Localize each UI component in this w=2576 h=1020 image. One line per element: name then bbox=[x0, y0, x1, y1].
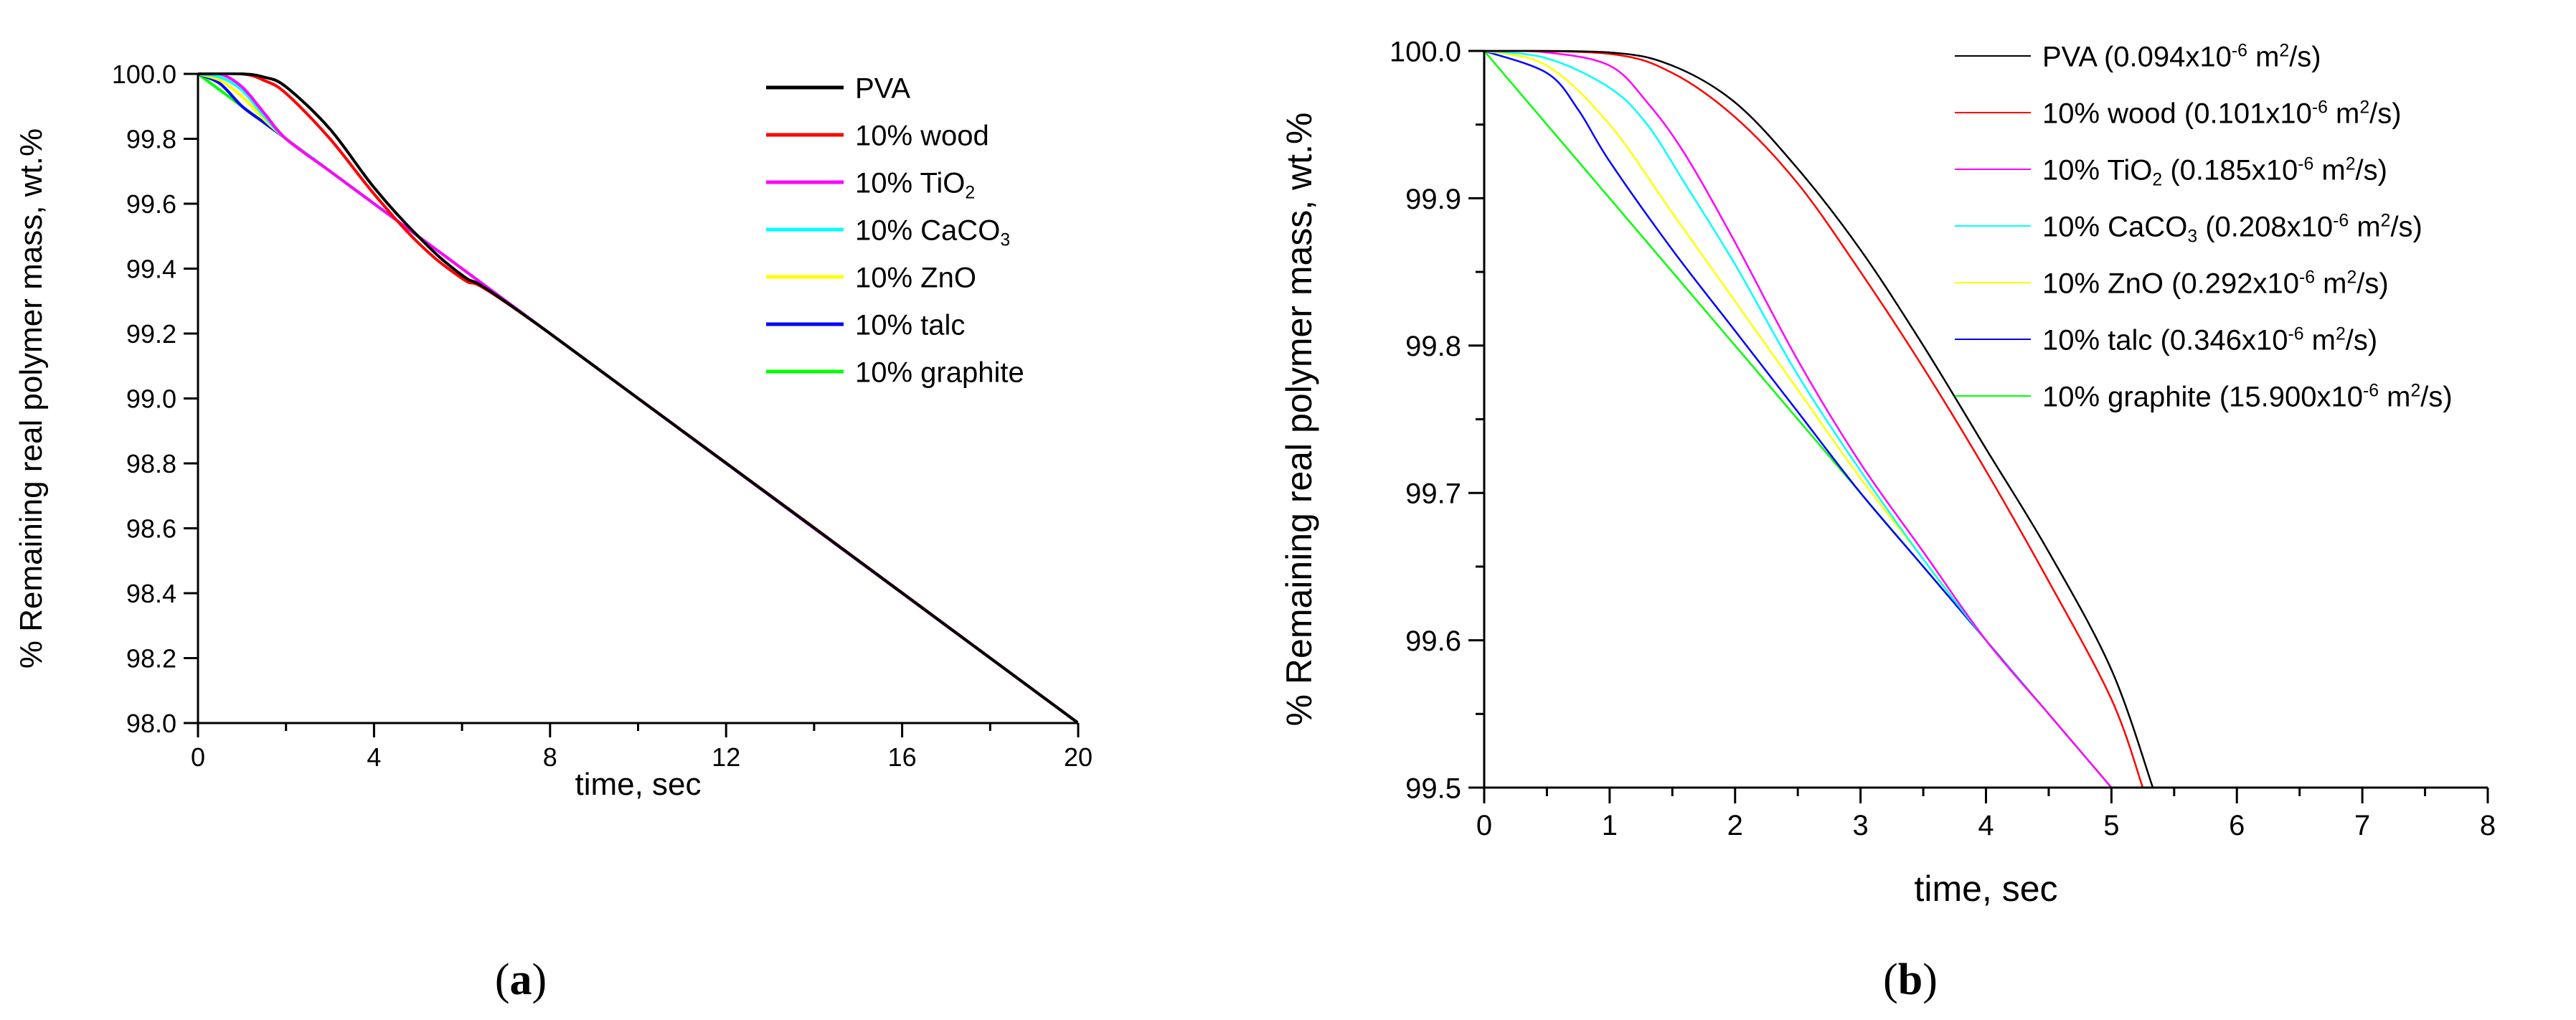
legend-entry: 10% wood (0.101x10-6 m2/s) bbox=[2042, 98, 2402, 129]
x-axis-title: time, sec bbox=[575, 767, 701, 802]
y-tick-label: 99.5 bbox=[1405, 773, 1461, 804]
legend-entry: PVA (0.094x10-6 m2/s) bbox=[2042, 41, 2321, 72]
x-tick-label: 5 bbox=[2103, 810, 2119, 841]
x-tick-label: 6 bbox=[2229, 810, 2245, 841]
y-tick-label: 98.2 bbox=[126, 643, 176, 673]
x-axis-title: time, sec bbox=[1914, 869, 2057, 909]
legend-entry: 10% wood bbox=[855, 120, 989, 151]
x-tick-label: 16 bbox=[888, 742, 917, 772]
x-tick-label: 4 bbox=[1978, 810, 1994, 841]
legend-entry: 10% talc (0.346x10-6 m2/s) bbox=[2042, 324, 2377, 356]
y-tick-label: 98.0 bbox=[126, 709, 176, 738]
y-tick-label: 98.4 bbox=[126, 579, 176, 608]
legend-entry: 10% graphite (15.900x10-6 m2/s) bbox=[2042, 381, 2453, 412]
y-tick-label: 99.2 bbox=[126, 319, 176, 349]
chart-panel-b: 0 1 2 3 4 5 6 7 8 99.5 99.6 99.7 99.8 99.9 100.0 time, … bbox=[1279, 36, 2496, 1004]
x-tick-label: 3 bbox=[1853, 810, 1869, 841]
y-tick-label: 99.9 bbox=[1405, 184, 1461, 215]
legend-entry: 10% ZnO bbox=[855, 262, 976, 293]
y-tick-label: 99.0 bbox=[126, 384, 176, 413]
y-tick-label: 99.4 bbox=[126, 254, 176, 283]
y-tick-label: 99.8 bbox=[126, 124, 176, 154]
panel-label: (b) bbox=[1883, 955, 1938, 1004]
x-tick-label: 0 bbox=[191, 742, 205, 772]
y-tick-label: 100.0 bbox=[1390, 36, 1461, 67]
legend-entry: 10% ZnO (0.292x10-6 m2/s) bbox=[2042, 268, 2389, 299]
chart-panel-a: 0 4 8 12 16 20 98.0 98.2 98.4 98.6 98.8 99.0 99.2 99.… bbox=[14, 60, 1093, 1004]
x-tick-label: 20 bbox=[1064, 742, 1093, 772]
legend-entry: 10% graphite bbox=[855, 356, 1024, 388]
x-tick-label: 1 bbox=[1602, 810, 1618, 841]
legend-entry: 10% talc bbox=[855, 309, 965, 341]
x-tick-label: 4 bbox=[367, 742, 381, 772]
y-tick-label: 99.8 bbox=[1405, 331, 1461, 362]
legend-entry: 10% TiO2 (0.185x10-6 m2/s) bbox=[2042, 154, 2387, 189]
x-tick-label: 8 bbox=[2480, 810, 2496, 841]
legend: PVA (0.094x10-6 m2/s) 10% wood (0.101x10-… bbox=[1955, 41, 2453, 412]
x-tick-label: 0 bbox=[1476, 810, 1492, 841]
y-tick-label: 99.6 bbox=[126, 189, 176, 219]
legend-entry: PVA bbox=[855, 72, 910, 104]
panel-label: (a) bbox=[495, 955, 547, 1004]
y-axis-title: % Remaining real polymer mass, wt.% bbox=[14, 128, 49, 669]
series-line-10-wood bbox=[1484, 49, 2144, 788]
y-tick-label: 98.6 bbox=[126, 514, 176, 543]
x-tick-label: 7 bbox=[2354, 810, 2370, 841]
series-line-pva bbox=[198, 72, 1078, 723]
series-group bbox=[198, 72, 1078, 723]
y-tick-label: 98.8 bbox=[126, 449, 176, 478]
x-tick-label: 8 bbox=[543, 742, 557, 772]
x-tick-label: 12 bbox=[712, 742, 740, 772]
series-line-pva bbox=[1484, 49, 2154, 788]
y-axis-title: % Remaining real polymer mass, wt.% bbox=[1279, 113, 1319, 727]
y-tick-label: 99.7 bbox=[1405, 478, 1461, 510]
series-group bbox=[1484, 49, 2154, 788]
y-tick-label: 100.0 bbox=[112, 60, 176, 89]
y-tick-label: 99.6 bbox=[1405, 625, 1461, 657]
legend-entry: 10% TiO2 bbox=[855, 167, 975, 202]
x-tick-label: 2 bbox=[1727, 810, 1743, 841]
series-line-10-tio2 bbox=[1484, 49, 2113, 788]
legend-entry: 10% CaCO3 bbox=[855, 214, 1010, 250]
legend-entry: 10% CaCO3 (0.208x10-6 m2/s) bbox=[2042, 211, 2422, 246]
legend: PVA 10% wood 10% TiO2 10% CaCO3 10% ZnO 10% t… bbox=[766, 72, 1024, 388]
